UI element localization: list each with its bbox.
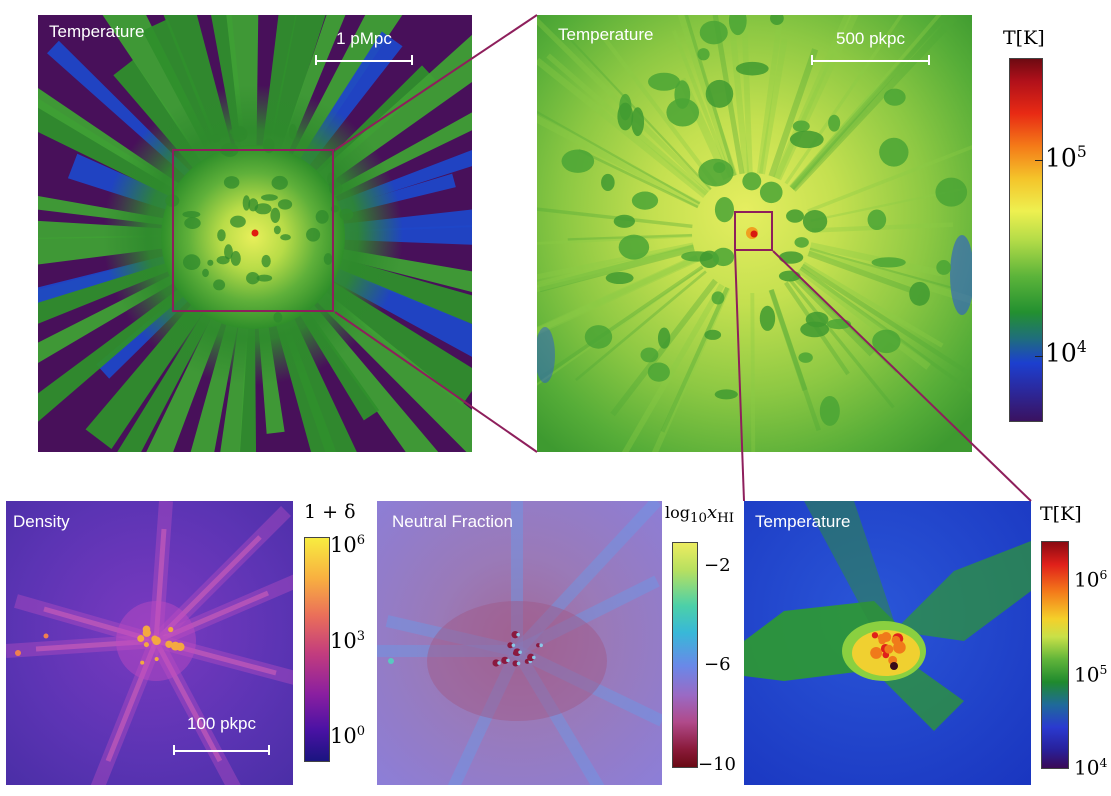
colorbar-tick-label: 106	[1074, 567, 1108, 592]
scale-bar: 500 pkpc	[811, 29, 930, 69]
colorbar-tick-label: 103	[330, 629, 366, 653]
neutral-fraction-map-image	[377, 501, 662, 785]
scale-bar-label: 100 pkpc	[187, 714, 256, 733]
colorbar-tick-label: −2	[704, 555, 731, 576]
scale-bar-label: 1 pMpc	[336, 29, 392, 48]
colorbar-tick-label: 100	[330, 724, 366, 748]
colorbar-title: 1 + δ	[304, 501, 356, 523]
colorbar-title: T[K]	[1003, 27, 1045, 49]
neutral-fraction-colorbar	[672, 542, 698, 768]
colorbar-tick-mark	[1035, 356, 1043, 357]
colorbar-tick-label: 106	[330, 533, 366, 557]
colorbar-tick-label: 105	[1074, 662, 1108, 687]
colorbar-tick-label: 104	[1045, 338, 1087, 368]
density-map-image	[6, 501, 293, 785]
colorbar-tick-label: 105	[1045, 143, 1087, 173]
colorbar-title: T[K]	[1040, 503, 1082, 525]
panel-label: Temperature	[558, 25, 654, 44]
panel-label: Neutral Fraction	[392, 512, 513, 531]
panel-label: Temperature	[49, 22, 145, 41]
neutral-fraction-map: Neutral Fraction	[377, 501, 662, 785]
colorbar-tick-label: −10	[698, 754, 736, 775]
temperature-map-core-image	[744, 501, 1031, 785]
colorbar-tick-label: −6	[704, 654, 731, 675]
panel-label: Density	[13, 512, 70, 531]
colorbar-tick-label: 104	[1074, 755, 1108, 780]
temperature-map-wide: Temperature 1 pMpc	[38, 15, 472, 452]
colorbar-tick-mark	[1035, 160, 1043, 161]
temperature-colorbar	[1009, 58, 1043, 422]
scale-bar-label: 500 pkpc	[836, 29, 905, 48]
temperature-map-zoom: Temperature 500 pkpc	[537, 15, 972, 452]
temperature-core-colorbar	[1041, 541, 1069, 769]
zoom-region-box	[172, 149, 334, 312]
temperature-map-core: Temperature	[744, 501, 1031, 785]
panel-label: Temperature	[755, 512, 851, 531]
scale-bar: 100 pkpc	[173, 714, 270, 760]
scale-bar: 1 pMpc	[315, 29, 413, 69]
density-colorbar	[304, 537, 330, 762]
density-map: Density 100 pkpc	[6, 501, 293, 785]
zoom-region-box	[734, 211, 773, 251]
colorbar-title: log10xHI	[665, 502, 735, 527]
